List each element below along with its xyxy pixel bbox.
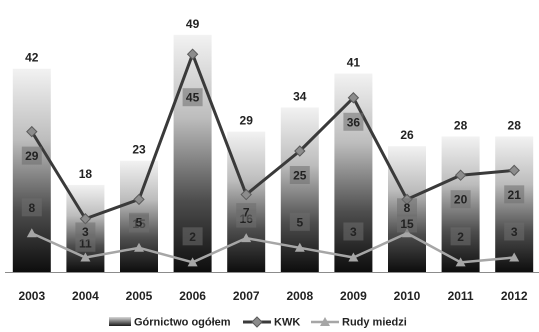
kwk-value-label-2010: 15 xyxy=(400,217,414,231)
kwk-value-label-2006: 45 xyxy=(186,91,200,105)
rudy-miedzi-value-label-2008: 5 xyxy=(296,215,303,229)
rudy-miedzi-value-label-2010: 8 xyxy=(404,201,411,215)
bar-value-label-2004: 18 xyxy=(79,167,93,181)
rudy-miedzi-value-label-2006-box xyxy=(182,227,203,246)
x-tick-label-2008: 2008 xyxy=(286,289,313,303)
kwk-value-label-2010-box xyxy=(397,214,417,233)
bar-value-label-2012: 28 xyxy=(508,118,522,132)
rudy-miedzi-value-label-2011: 2 xyxy=(457,230,464,244)
x-tick-label-2006: 2006 xyxy=(179,289,206,303)
bar-value-label-2006: 49 xyxy=(186,17,200,31)
bar-value-label-2003: 42 xyxy=(25,51,39,65)
kwk-value-label-2009-box xyxy=(343,112,364,131)
bar-value-label-2011: 28 xyxy=(454,118,468,132)
bar-2012 xyxy=(495,136,534,272)
bar-value-label-2010: 26 xyxy=(400,128,414,142)
kwk-marker-2007 xyxy=(240,188,252,201)
legend: Górnictwo ogółem KWK Rudy miedzi xyxy=(109,316,407,329)
rudy-miedzi-value-label-2012: 3 xyxy=(511,225,518,239)
kwk-marker-2006 xyxy=(186,48,199,60)
bar-value-label-2009: 41 xyxy=(347,56,361,70)
bar-value-label-2005: 23 xyxy=(132,143,146,157)
x-tick-label-2004: 2004 xyxy=(72,289,99,303)
bar-value-label-2008: 34 xyxy=(293,89,307,103)
x-tick-label-2005: 2005 xyxy=(126,289,153,303)
kwk-line xyxy=(30,52,515,221)
legend-bar-swatch xyxy=(109,317,131,326)
rudy-miedzi-marker-2011 xyxy=(455,257,466,267)
legend-kwk-marker xyxy=(251,316,263,328)
rudy-miedzi-value-label-2004-box xyxy=(75,222,96,241)
x-tick-label-2003: 2003 xyxy=(18,289,45,303)
rudy-miedzi-marker-2005 xyxy=(134,242,144,252)
rudy-miedzi-value-label-2007: 7 xyxy=(243,206,250,220)
rudy-miedzi-value-label-2004: 3 xyxy=(82,225,89,239)
kwk-marker-2011 xyxy=(454,169,467,181)
kwk-value-label-2012: 21 xyxy=(508,188,522,202)
rudy-miedzi-value-label-2008-box xyxy=(289,212,310,231)
rudy-miedzi-marker-2007 xyxy=(241,233,252,243)
legend-label-gornictwo: Górnictwo ogółem xyxy=(134,317,231,329)
rudy-miedzi-marker-2003 xyxy=(26,228,37,238)
labels-layer: 4218234929344126282829111545162536152021… xyxy=(21,17,525,252)
rudy-miedzi-value-label-2011-box xyxy=(450,227,471,246)
kwk-value-label-2003: 29 xyxy=(25,149,39,163)
legend-label-kwk: KWK xyxy=(274,317,300,329)
kwk-value-label-2006-box xyxy=(182,88,203,107)
kwk-value-label-2003-box xyxy=(21,146,42,165)
rudy-miedzi-marker-2006 xyxy=(187,257,198,267)
rudy-miedzi-value-label-2009-box xyxy=(343,222,364,241)
bar-2003 xyxy=(12,68,51,272)
rudy-miedzi-value-label-2007-box xyxy=(236,203,257,222)
legend-label-rudy-miedzi: Rudy miedzi xyxy=(342,317,407,329)
rudy-miedzi-value-label-2005-box xyxy=(129,212,149,231)
rudy-miedzi-value-label-2012-box xyxy=(504,222,525,241)
x-tick-label-2007: 2007 xyxy=(233,289,260,303)
x-tick-label-2010: 2010 xyxy=(394,289,421,303)
rudy-miedzi-value-label-2003-box xyxy=(21,198,42,217)
rudy-miedzi-marker-2009 xyxy=(348,252,359,262)
bars-layer xyxy=(12,34,534,273)
rudy-miedzi-line xyxy=(31,232,515,264)
legend-rudy-marker xyxy=(320,317,330,326)
lines-layer xyxy=(26,48,520,267)
rudy-miedzi-marker-2012 xyxy=(509,252,520,262)
kwk-value-label-2008-box xyxy=(289,166,310,184)
kwk-value-label-2011-box xyxy=(450,190,471,209)
rudy-miedzi-marker-2010 xyxy=(402,228,412,238)
rudy-miedzi-value-label-2009: 3 xyxy=(350,225,357,239)
bar-2007 xyxy=(227,131,266,272)
rudy-miedzi-value-label-2006: 2 xyxy=(189,230,196,244)
kwk-marker-2003 xyxy=(26,125,38,138)
kwk-marker-2008 xyxy=(294,145,306,157)
kwk-marker-2012 xyxy=(508,164,520,177)
bar-value-label-2007: 29 xyxy=(240,114,254,128)
rudy-miedzi-marker-2004 xyxy=(80,252,91,262)
rudy-miedzi-value-label-2010-box xyxy=(397,198,417,217)
rudy-miedzi-value-label-2005: 5 xyxy=(136,215,143,229)
kwk-marker-2005 xyxy=(133,193,145,206)
x-tick-label-2012: 2012 xyxy=(501,289,528,303)
x-tick-label-2009: 2009 xyxy=(340,289,367,303)
rudy-miedzi-marker-2008 xyxy=(294,242,305,252)
x-tick-label-2011: 2011 xyxy=(448,289,474,303)
kwk-value-label-2011: 20 xyxy=(454,193,468,207)
kwk-value-label-2009: 36 xyxy=(347,115,361,129)
kwk-value-label-2008: 25 xyxy=(293,169,307,183)
kwk-value-label-2012-box xyxy=(504,185,525,204)
rudy-miedzi-value-label-2003: 8 xyxy=(28,201,35,215)
x-axis: 2003 2004 2005 2006 2007 2008 2009 2010 2011 2012 xyxy=(5,272,539,303)
kwk-marker-2009 xyxy=(347,92,360,104)
